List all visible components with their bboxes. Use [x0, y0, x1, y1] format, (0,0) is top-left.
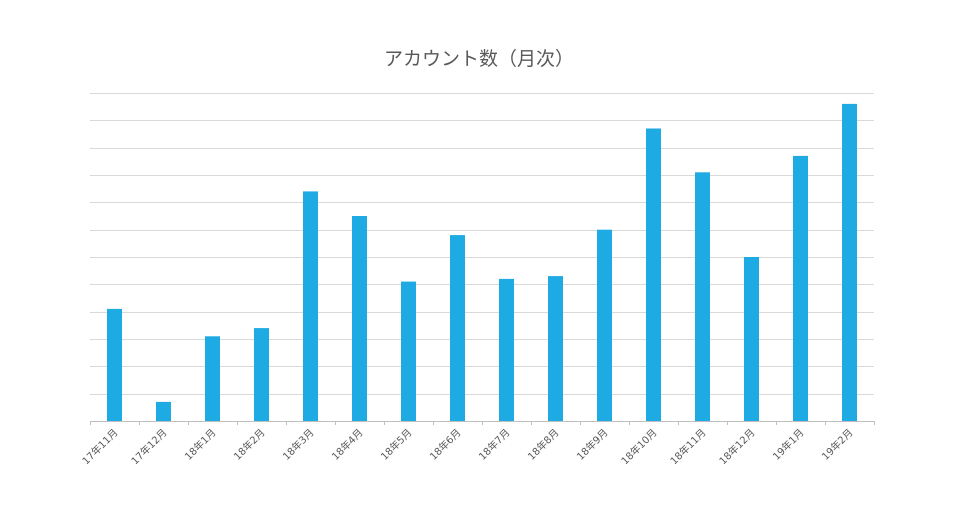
x-tick-label: 18年8月 — [525, 426, 562, 463]
x-tick-label: 19年2月 — [819, 426, 856, 463]
x-tick-label: 18年4月 — [329, 426, 366, 463]
bar-8 — [450, 235, 465, 421]
x-tick-label: 18年11月 — [667, 426, 708, 467]
chart-title: アカウント数（月次） — [383, 48, 574, 70]
x-tick-label: 18年9月 — [574, 426, 611, 463]
bar-16 — [842, 103, 857, 422]
bar-1 — [107, 308, 122, 421]
x-tick-label: 18年10月 — [618, 426, 659, 467]
x-tick-label: 19年1月 — [770, 426, 807, 463]
bar-2 — [156, 401, 171, 421]
bar-13 — [695, 172, 710, 421]
gridlines — [90, 93, 874, 395]
bar-14 — [744, 257, 759, 421]
x-tick-label: 17年11月 — [79, 426, 120, 467]
x-tick-label: 18年1月 — [182, 426, 219, 463]
x-tick-label: 18年12月 — [716, 426, 757, 467]
bar-15 — [793, 155, 808, 421]
x-tick-label: 18年2月 — [231, 426, 268, 463]
bars — [107, 103, 857, 422]
x-tick-label: 17年12月 — [128, 426, 169, 467]
x-axis — [90, 421, 875, 425]
bar-9 — [499, 278, 514, 421]
bar-7 — [401, 281, 416, 421]
x-tick-label: 18年3月 — [280, 426, 317, 463]
bar-11 — [597, 229, 612, 421]
bar-4 — [254, 328, 269, 421]
x-tick-label: 18年7月 — [476, 426, 513, 463]
bar-10 — [548, 276, 563, 421]
x-tick-label: 18年5月 — [378, 426, 415, 463]
bar-5 — [303, 191, 318, 421]
bar-12 — [646, 128, 661, 421]
x-tick-label: 18年6月 — [427, 426, 464, 463]
bar-3 — [205, 336, 220, 421]
x-tick-labels: 17年11月 17年12月 18年1月 18年2月 18年3月 18年4月 18年5月 18年… — [79, 426, 855, 467]
bar-6 — [352, 216, 367, 421]
